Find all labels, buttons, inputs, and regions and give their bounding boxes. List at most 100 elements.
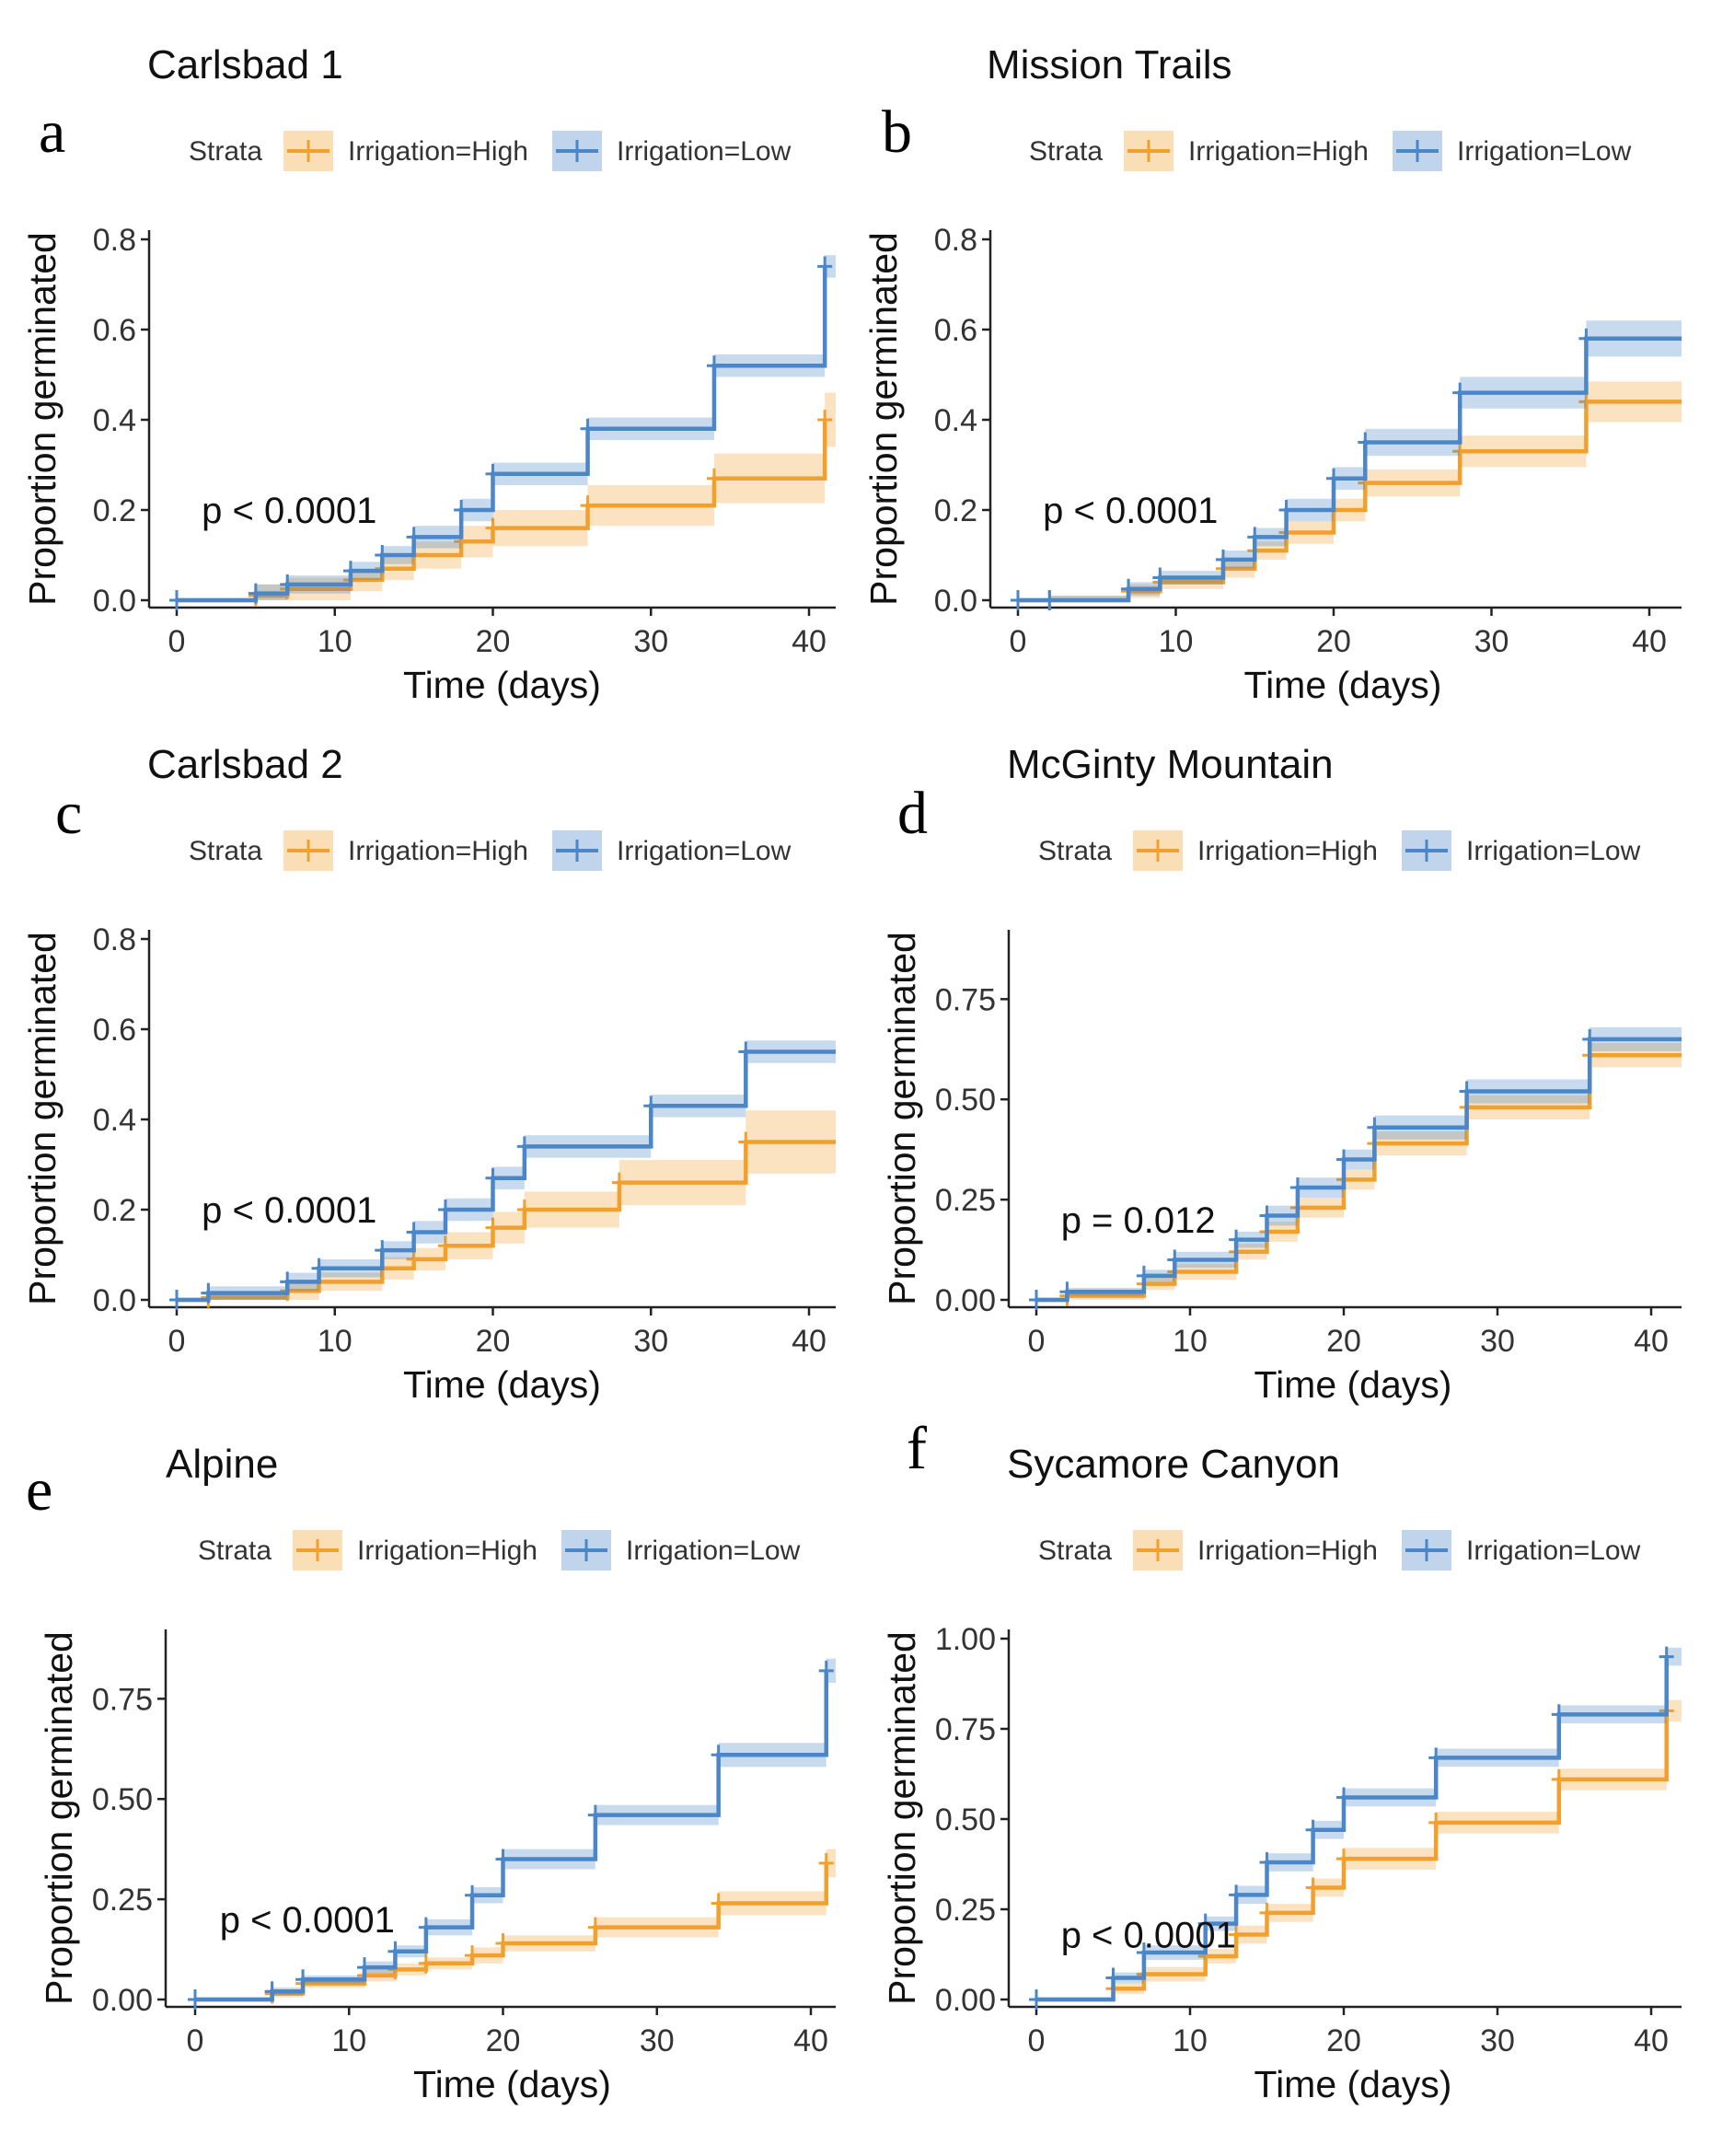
legend-label-high: Irrigation=High: [348, 136, 528, 167]
x-tick-label: 0: [187, 2023, 204, 2058]
p-value: p < 0.0001: [1043, 491, 1218, 531]
panel-d: McGinty Mountain d Strata Irrigation=High Ir…: [881, 742, 1682, 1406]
x-tick-label: 10: [318, 1324, 353, 1359]
y-tick-label: 0.75: [935, 1712, 996, 1747]
series-low: [1011, 320, 1682, 610]
step-line: [177, 266, 827, 603]
legend-label-low: Irrigation=Low: [1466, 836, 1641, 866]
panel-title: Alpine: [166, 1442, 278, 1487]
y-tick-label: 0.4: [93, 403, 136, 438]
x-tick-label: 20: [1326, 2023, 1361, 2058]
p-value: p < 0.0001: [202, 1190, 376, 1231]
panel-letter: c: [55, 780, 82, 847]
y-tick-label: 0.50: [92, 1782, 153, 1817]
ci-band: [1666, 1647, 1682, 1666]
y-tick-label: 0.00: [92, 1983, 153, 2018]
panel-e: Alpine e Strata Irrigation=High Irrigation=L…: [26, 1442, 836, 2105]
legend: Strata Irrigation=High Irrigation=Low: [1038, 1530, 1641, 1571]
legend: Strata Irrigation=High Irrigation=Low: [198, 1530, 801, 1571]
p-value: p < 0.0001: [202, 491, 376, 531]
legend-title: Strata: [1029, 136, 1103, 167]
y-tick-label: 0.00: [935, 1983, 996, 2018]
p-value: p < 0.0001: [220, 1900, 395, 1941]
y-axis-title: Proportion germinated: [21, 932, 64, 1305]
step-line: [1018, 400, 1682, 603]
legend-label-low: Irrigation=Low: [617, 836, 792, 866]
x-tick-label: 0: [1028, 2023, 1046, 2058]
x-tick-label: 0: [1028, 1324, 1046, 1359]
x-tick-label: 20: [1316, 624, 1351, 659]
panel-b: Mission Trails b Strata Irrigation=High Irri…: [862, 42, 1682, 706]
x-tick-label: 40: [793, 2023, 828, 2058]
x-tick-label: 30: [1480, 1324, 1515, 1359]
series-low: [169, 1040, 836, 1310]
x-tick-label: 10: [1173, 1324, 1208, 1359]
step-line: [1018, 336, 1682, 603]
panel-letter: b: [882, 99, 912, 166]
x-tick-label: 20: [476, 624, 511, 659]
x-tick-label: 0: [1010, 624, 1027, 659]
x-tick-label: 40: [792, 624, 827, 659]
y-axis-title: Proportion germinated: [21, 232, 64, 606]
y-tick-label: 0.8: [934, 223, 977, 258]
panel-title: Mission Trails: [987, 42, 1232, 87]
y-tick-label: 0.8: [93, 223, 136, 258]
series-high: [1029, 1043, 1682, 1310]
y-tick-label: 0.6: [934, 313, 977, 348]
y-tick-label: 0.25: [935, 1183, 996, 1218]
p-value: p < 0.0001: [1061, 1915, 1236, 1955]
panel-title: McGinty Mountain: [1007, 742, 1334, 787]
y-tick-label: 1.00: [935, 1622, 996, 1657]
x-tick-label: 0: [168, 624, 186, 659]
series-high: [1029, 1699, 1682, 2010]
y-tick-label: 0.0: [93, 1283, 136, 1318]
x-tick-label: 40: [1634, 1324, 1669, 1359]
x-tick-label: 10: [1159, 624, 1194, 659]
panel-title: Sycamore Canyon: [1007, 1442, 1340, 1487]
y-tick-label: 0.25: [935, 1893, 996, 1928]
y-tick-label: 0.4: [93, 1103, 136, 1138]
panel-letter: e: [26, 1456, 52, 1524]
y-tick-label: 0.00: [935, 1283, 996, 1318]
x-tick-label: 20: [476, 1324, 511, 1359]
x-tick-label: 20: [1326, 1324, 1361, 1359]
x-axis-title: Time (days): [403, 1363, 601, 1406]
legend-title: Strata: [1038, 836, 1112, 866]
y-tick-label: 0.2: [93, 493, 136, 528]
legend-label-high: Irrigation=High: [1197, 836, 1378, 866]
x-tick-label: 40: [1634, 2023, 1669, 2058]
x-axis-title: Time (days): [1254, 2063, 1452, 2105]
legend-title: Strata: [1038, 1536, 1112, 1566]
legend-title: Strata: [189, 136, 262, 167]
x-tick-label: 10: [331, 2023, 366, 2058]
legend: Strata Irrigation=High Irrigation=Low: [1029, 131, 1632, 171]
y-tick-label: 0.50: [935, 1802, 996, 1837]
legend: Strata Irrigation=High Irrigation=Low: [189, 830, 792, 871]
x-tick-label: 10: [318, 624, 353, 659]
legend-title: Strata: [189, 836, 262, 866]
legend-title: Strata: [198, 1536, 272, 1566]
legend-label-high: Irrigation=High: [1197, 1536, 1378, 1566]
legend-label-high: Irrigation=High: [348, 836, 528, 866]
legend-label-low: Irrigation=Low: [626, 1536, 801, 1566]
y-tick-label: 0.75: [935, 982, 996, 1017]
legend-label-high: Irrigation=High: [1188, 136, 1369, 167]
y-tick-label: 0.0: [93, 584, 136, 619]
panel-title: Carlsbad 2: [147, 742, 343, 787]
series-high: [169, 1110, 836, 1310]
y-tick-label: 0.8: [93, 922, 136, 957]
x-tick-label: 0: [168, 1324, 186, 1359]
y-tick-label: 0.2: [93, 1193, 136, 1228]
x-tick-label: 40: [792, 1324, 827, 1359]
panel-f: Sycamore Canyon f Strata Irrigation=High Irr…: [881, 1415, 1682, 2105]
y-axis-title: Proportion germinated: [881, 932, 923, 1305]
ci-band: [1049, 596, 1129, 600]
y-axis-title: Proportion germinated: [881, 1631, 923, 2005]
panel-letter: f: [907, 1415, 927, 1482]
y-tick-label: 0.0: [934, 584, 977, 619]
x-tick-label: 30: [1480, 2023, 1515, 2058]
panel-title: Carlsbad 1: [147, 42, 343, 87]
x-tick-label: 30: [640, 2023, 675, 2058]
y-tick-label: 0.2: [934, 493, 977, 528]
